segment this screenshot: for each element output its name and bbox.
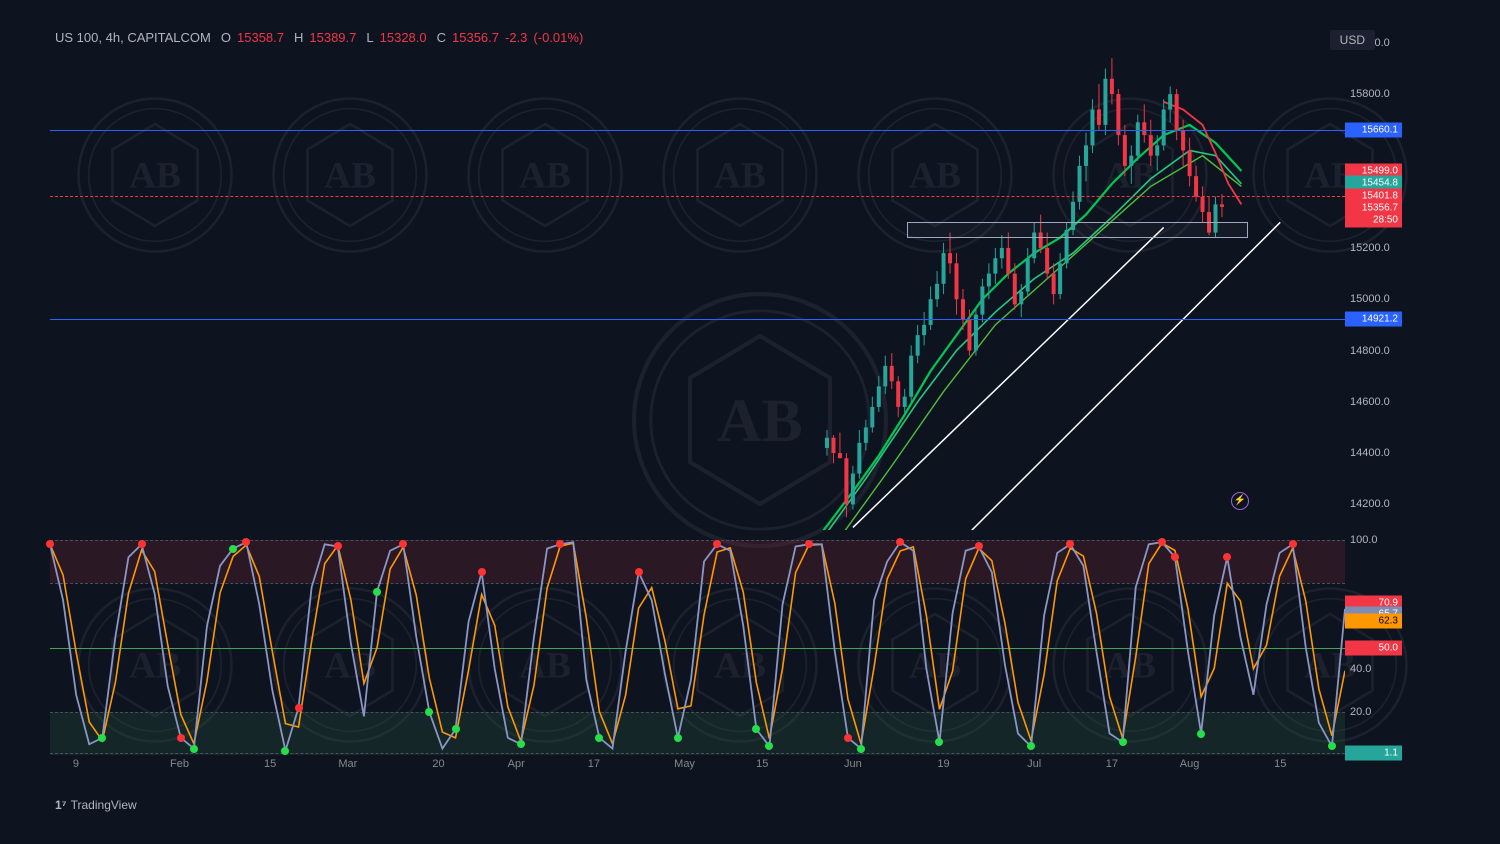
oscillator-pane[interactable]	[50, 540, 1345, 755]
currency-badge[interactable]: USD	[1330, 30, 1375, 50]
price-chart[interactable]: ⚡	[50, 30, 1345, 530]
ohlc-c-value: 15356.7	[452, 30, 499, 45]
tv-icon: 1⁷	[55, 798, 67, 812]
ohlc-h-label: H	[294, 30, 303, 45]
chart-container: AB AB AB AB AB AB AB AB	[0, 0, 1500, 844]
ohlc-l-value: 15328.0	[380, 30, 427, 45]
price-chart-svg	[50, 30, 1345, 530]
tv-brand: TradingView	[71, 798, 137, 812]
chart-header: US 100, 4h, CAPITALCOM O 15358.7 H 15389.7…	[55, 30, 583, 45]
ohlc-change-pct: (-0.01%)	[533, 30, 583, 45]
oscillator-svg	[50, 540, 1345, 755]
ohlc-h-value: 15389.7	[309, 30, 356, 45]
price-axis[interactable]: 14200.014400.014600.014800.015000.015200…	[1345, 30, 1400, 530]
ohlc-o-value: 15358.7	[237, 30, 284, 45]
time-axis[interactable]: 9Feb15Mar20Apr17May15Jun19Jul17Aug15	[50, 758, 1345, 783]
price-rectangle-zone[interactable]	[907, 222, 1248, 237]
ohlc-c-label: C	[437, 30, 446, 45]
oscillator-axis[interactable]: 20.040.0100.070.965.762.350.01.1	[1345, 540, 1400, 755]
tradingview-logo[interactable]: 1⁷ TradingView	[55, 798, 137, 812]
ohlc-o-label: O	[221, 30, 231, 45]
ohlc-change: -2.3	[505, 30, 527, 45]
symbol-name[interactable]: US 100, 4h, CAPITALCOM	[55, 30, 211, 45]
lightning-icon[interactable]: ⚡	[1231, 492, 1249, 510]
ohlc-l-label: L	[366, 30, 373, 45]
